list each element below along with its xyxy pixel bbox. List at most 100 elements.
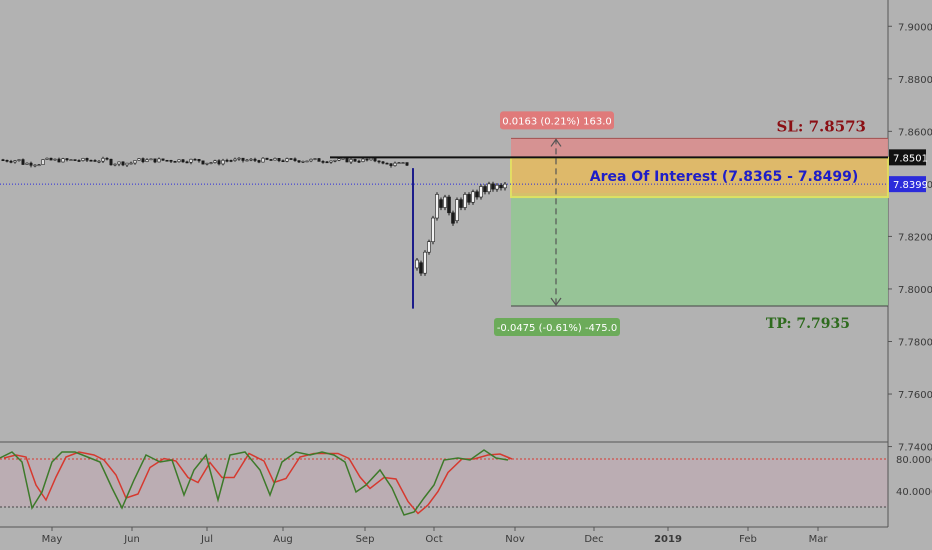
candle-body [145, 159, 149, 162]
oscillator-k-line [0, 449, 509, 516]
candle-body [415, 259, 419, 269]
candle-body [33, 164, 37, 167]
reward-badge [494, 318, 620, 337]
candle-body [435, 194, 439, 219]
candle-body [65, 158, 69, 161]
candle-body [313, 158, 317, 160]
candle-body [105, 157, 109, 160]
price-axis[interactable]: 7.90007.88007.86007.84007.82007.80007.78… [888, 22, 932, 454]
area-of-interest-zone[interactable] [510, 156, 889, 199]
candle-body [289, 158, 293, 160]
candle-body [61, 158, 65, 163]
time-tick-label: Feb [739, 534, 757, 545]
candle-body [29, 162, 33, 166]
candle-body [149, 158, 153, 161]
candle-body [113, 163, 117, 166]
candle-body [503, 183, 507, 189]
candle-body [93, 160, 97, 162]
candle-body [21, 159, 25, 165]
measure-arrow-up [550, 138, 562, 147]
candle-body [361, 158, 365, 162]
take-profit-zone[interactable] [511, 193, 888, 307]
candle-body [381, 161, 385, 164]
candle-body [41, 159, 45, 165]
candle-body [301, 160, 305, 163]
candle-body [169, 159, 173, 162]
candle-body [439, 199, 443, 208]
candle-body [189, 158, 193, 163]
candle-body [455, 199, 459, 221]
candle-body [53, 158, 57, 161]
candle-body [73, 159, 77, 161]
candle-body [397, 162, 401, 164]
oscillator-band [0, 459, 888, 507]
candle-body [133, 160, 137, 164]
candle-body [185, 161, 189, 164]
candle-body [325, 161, 329, 164]
candle-body [467, 194, 471, 203]
price-tick-label: 7.8200 [898, 232, 932, 243]
candle-body [353, 158, 357, 162]
candle-body [499, 184, 503, 189]
oscillator-tick-label: 40.0000 [896, 487, 932, 498]
candle-body [317, 158, 321, 162]
measure-arrow-down [550, 297, 562, 307]
candle-body [479, 186, 483, 198]
candle-body [85, 158, 89, 161]
time-tick-label: Dec [584, 534, 603, 545]
candle-body [401, 162, 405, 164]
candle-body [221, 159, 225, 165]
candle-body [209, 162, 213, 164]
time-tick-label: Oct [425, 534, 442, 545]
candlestick-series [1, 156, 507, 309]
price-tick-label: 7.7600 [898, 390, 932, 401]
candle-body [459, 199, 463, 208]
candle-body [265, 157, 269, 160]
reward-badge-text: -0.0475 (-0.61%) -475.0 [497, 323, 617, 334]
candle-body [483, 186, 487, 193]
candle-body [233, 158, 237, 161]
candle-body [261, 157, 265, 163]
candle-body [273, 158, 277, 161]
candle-body [365, 158, 369, 161]
candle-body [13, 160, 17, 163]
time-tick-label: 2019 [654, 534, 682, 545]
stop-loss-label: SL: 7.8573 [776, 117, 866, 135]
candle-body [157, 158, 161, 163]
candle-body [77, 160, 81, 162]
candle-body [81, 158, 85, 161]
candle-body [165, 159, 169, 162]
oscillator-d-line [3, 451, 513, 515]
time-tick-label: Jun [123, 534, 140, 545]
candle-body [463, 194, 467, 208]
price-tick-label: 7.8800 [898, 75, 932, 86]
candle-body [205, 162, 209, 165]
candle-body [491, 183, 495, 190]
risk-badge [500, 111, 614, 130]
candle-body [329, 160, 333, 163]
candle-body [257, 160, 261, 163]
candle-body [237, 157, 241, 160]
current-price-tag [889, 176, 926, 193]
time-axis[interactable]: May Jun Jul Aug Sep Oct Nov Dec 2019 Feb Mar [42, 527, 829, 545]
candle-body [373, 157, 377, 162]
candle-body [419, 262, 423, 274]
candle-body [25, 162, 29, 165]
candle-body [293, 158, 297, 161]
candle-body [229, 160, 233, 162]
oscillator-axis: 80.0000 40.0000 [896, 455, 932, 498]
current-price-text: 7.8399 [893, 180, 928, 191]
candle-body [321, 161, 325, 163]
time-tick-label: Aug [273, 534, 293, 545]
candle-body [101, 157, 105, 162]
candle-body [447, 196, 451, 214]
candle-body [89, 159, 93, 162]
candle-body [181, 159, 185, 163]
candle-body [37, 164, 41, 166]
price-tick-label: 7.8600 [898, 127, 932, 138]
candle-body [337, 158, 341, 161]
candle-body [277, 158, 281, 162]
resistance-price-text: 7.8501 [893, 153, 928, 164]
candle-body [427, 241, 431, 253]
